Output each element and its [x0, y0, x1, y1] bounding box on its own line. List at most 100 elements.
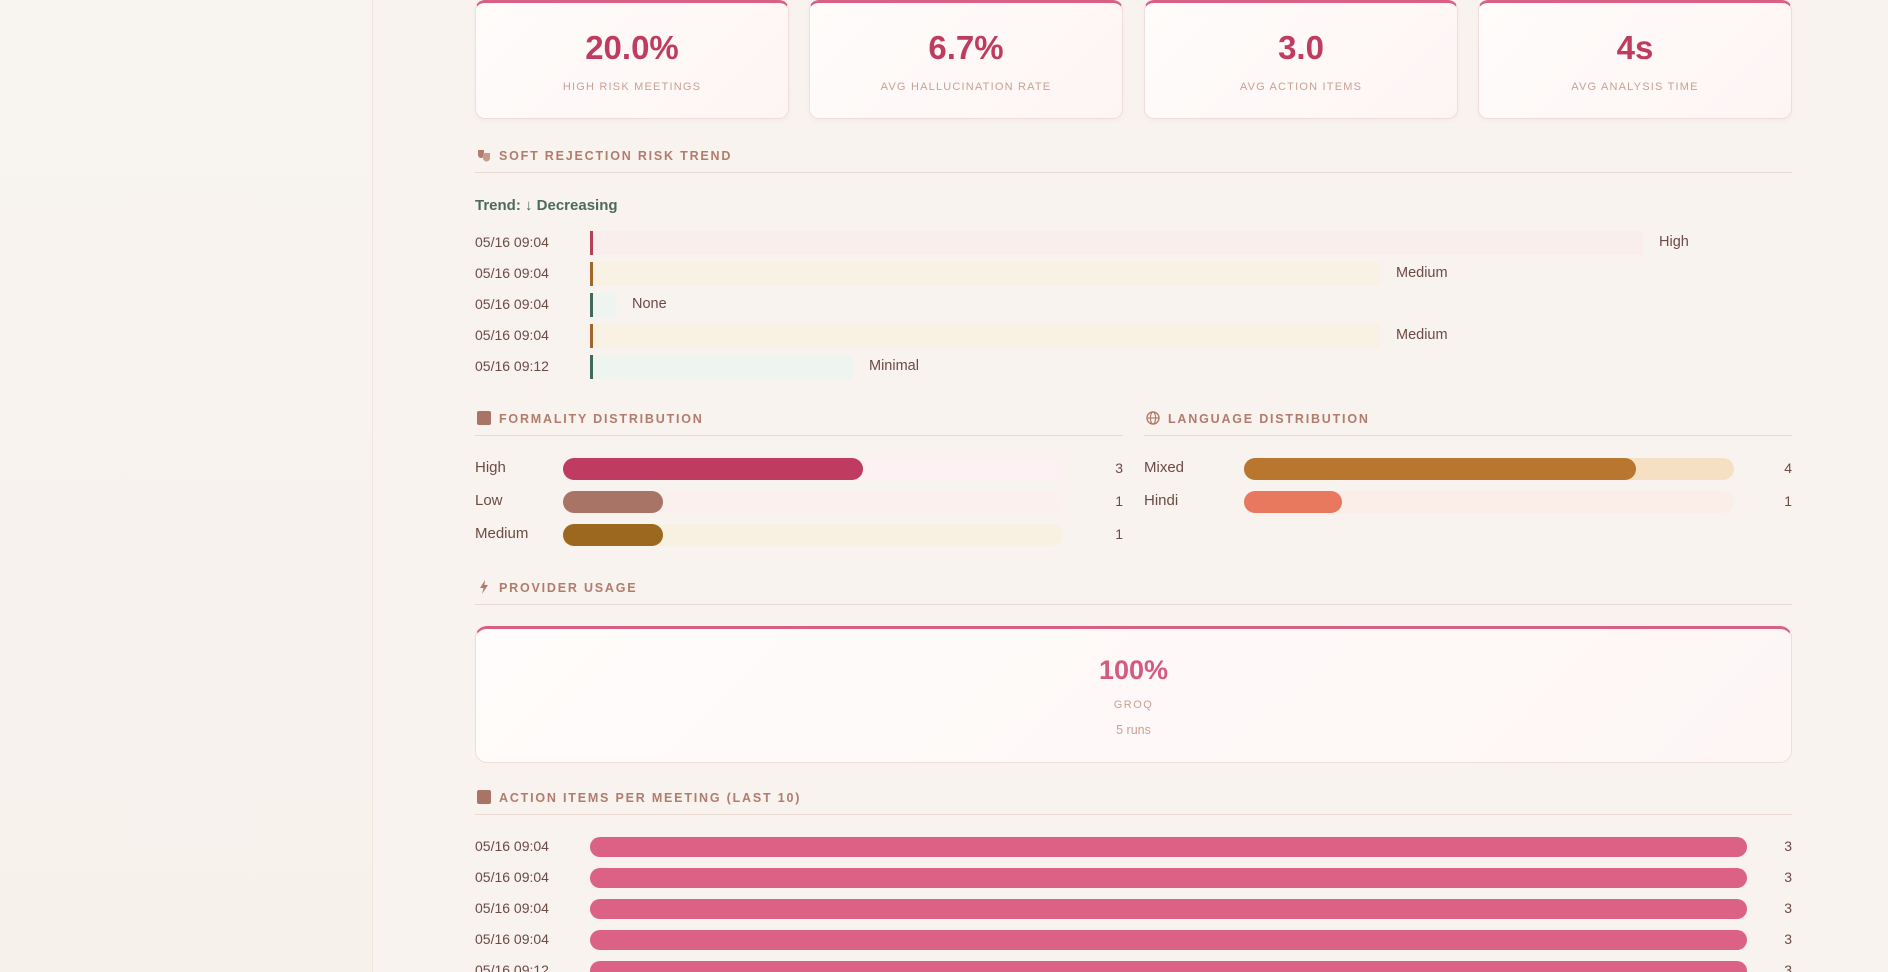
- dist-count: 4: [1784, 460, 1792, 476]
- dashboard-main: 20.0% HIGH RISK MEETINGS 6.7% AVG HALLUC…: [475, 0, 1792, 972]
- lightning-icon: [477, 580, 491, 594]
- trend-row: 05/16 09:04 None: [475, 292, 1792, 318]
- action-item-date: 05/16 09:12: [475, 962, 549, 972]
- trend-level: High: [1659, 234, 1689, 250]
- section-header-soft-rejection: SOFT REJECTION RISK TREND: [475, 143, 1792, 173]
- stat-card-analysis-time: 4s AVG ANALYSIS TIME: [1478, 0, 1792, 119]
- section-header-formality: FORMALITY DISTRIBUTION: [475, 406, 1123, 436]
- formality-row: Low 1: [475, 490, 1123, 514]
- section-header-language: LANGUAGE DISTRIBUTION: [1144, 406, 1792, 436]
- dist-count: 1: [1115, 493, 1123, 509]
- dist-bar: [1244, 458, 1636, 480]
- formality-row: Medium 1: [475, 523, 1123, 547]
- trend-level: Medium: [1396, 265, 1448, 281]
- provider-name: GROQ: [1113, 699, 1154, 711]
- dist-bar: [563, 491, 663, 513]
- dist-label: Low: [475, 492, 503, 509]
- provider-runs: 5 runs: [1116, 723, 1151, 737]
- trend-level: Minimal: [869, 358, 919, 374]
- stat-value: 4s: [1616, 29, 1654, 66]
- trend-level: Medium: [1396, 327, 1448, 343]
- action-item-date: 05/16 09:04: [475, 869, 549, 885]
- trend-bar: [590, 231, 1643, 255]
- dist-label: High: [475, 459, 506, 476]
- action-item-count: 3: [1784, 931, 1792, 947]
- trend-date: 05/16 09:04: [475, 234, 549, 250]
- section-header-action-items: ACTION ITEMS PER MEETING (LAST 10): [475, 785, 1792, 815]
- trend-row: 05/16 09:04 Medium: [475, 323, 1792, 349]
- trend-row: 05/16 09:04 Medium: [475, 261, 1792, 287]
- dist-track: [1244, 491, 1734, 513]
- square-icon: [477, 790, 491, 804]
- section-title: LANGUAGE DISTRIBUTION: [1168, 412, 1370, 426]
- trend-date: 05/16 09:04: [475, 327, 549, 343]
- stat-value: 3.0: [1278, 29, 1324, 66]
- action-item-count: 3: [1784, 869, 1792, 885]
- action-item-row: 05/16 09:04 3: [475, 865, 1792, 891]
- action-item-date: 05/16 09:04: [475, 900, 549, 916]
- sidebar: [0, 0, 373, 972]
- stat-label: HIGH RISK MEETINGS: [562, 81, 702, 93]
- action-item-row: 05/16 09:04 3: [475, 896, 1792, 922]
- action-item-count: 3: [1784, 962, 1792, 972]
- action-item-bar: [590, 837, 1747, 857]
- dist-track: [563, 458, 1063, 480]
- dist-track: [1244, 458, 1734, 480]
- action-item-date: 05/16 09:04: [475, 931, 549, 947]
- action-item-bar: [590, 930, 1747, 950]
- dist-count: 1: [1115, 526, 1123, 542]
- stat-card-high-risk: 20.0% HIGH RISK MEETINGS: [475, 0, 789, 119]
- stat-value: 20.0%: [585, 29, 679, 66]
- dist-label: Hindi: [1144, 492, 1179, 509]
- stat-label: AVG HALLUCINATION RATE: [880, 81, 1052, 93]
- section-title: PROVIDER USAGE: [499, 581, 638, 595]
- dist-bar: [563, 524, 663, 546]
- action-item-bar: [590, 899, 1747, 919]
- provider-percent: 100%: [1098, 655, 1169, 685]
- language-row: Mixed 4: [1144, 457, 1792, 481]
- trend-row: 05/16 09:04 High: [475, 230, 1792, 256]
- trend-date: 05/16 09:04: [475, 296, 549, 312]
- action-item-bar: [590, 961, 1747, 972]
- globe-icon: [1146, 411, 1160, 425]
- section-header-provider: PROVIDER USAGE: [475, 575, 1792, 605]
- dist-track: [563, 491, 1063, 513]
- dist-label: Medium: [475, 525, 529, 542]
- dist-count: 3: [1115, 460, 1123, 476]
- language-row: Hindi 1: [1144, 490, 1792, 514]
- action-item-count: 3: [1784, 838, 1792, 854]
- stat-value: 6.7%: [928, 29, 1004, 66]
- action-item-date: 05/16 09:04: [475, 838, 549, 854]
- action-item-row: 05/16 09:12 3: [475, 958, 1792, 972]
- trend-bar: [590, 262, 1380, 286]
- trend-bar: [590, 324, 1380, 348]
- trend-bar: [590, 355, 853, 379]
- theater-masks-icon: [477, 148, 491, 162]
- action-item-row: 05/16 09:04 3: [475, 834, 1792, 860]
- action-item-count: 3: [1784, 900, 1792, 916]
- stat-card-hallucination: 6.7% AVG HALLUCINATION RATE: [809, 0, 1123, 119]
- dist-bar: [563, 458, 863, 480]
- stat-label: AVG ACTION ITEMS: [1239, 81, 1363, 93]
- dist-label: Mixed: [1144, 459, 1185, 476]
- dist-count: 1: [1784, 493, 1792, 509]
- trend-level: None: [632, 296, 667, 312]
- stat-label: AVG ANALYSIS TIME: [1571, 81, 1699, 93]
- trend-row: 05/16 09:12 Minimal: [475, 354, 1792, 380]
- action-item-bar: [590, 868, 1747, 888]
- action-item-row: 05/16 09:04 3: [475, 927, 1792, 953]
- section-title: SOFT REJECTION RISK TREND: [499, 149, 733, 163]
- trend-date: 05/16 09:04: [475, 265, 549, 281]
- trend-date: 05/16 09:12: [475, 358, 549, 374]
- dist-bar: [1244, 491, 1342, 513]
- stat-cards: 20.0% HIGH RISK MEETINGS 6.7% AVG HALLUC…: [475, 0, 1792, 119]
- section-title: ACTION ITEMS PER MEETING (LAST 10): [499, 791, 802, 805]
- stat-card-action-items: 3.0 AVG ACTION ITEMS: [1144, 0, 1458, 119]
- formality-row: High 3: [475, 457, 1123, 481]
- provider-card: 100% GROQ 5 runs: [475, 626, 1792, 763]
- trend-label: Trend: ↓ Decreasing: [475, 197, 618, 214]
- section-title: FORMALITY DISTRIBUTION: [499, 412, 704, 426]
- dist-track: [563, 524, 1063, 546]
- trend-bar: [590, 293, 616, 317]
- square-icon: [477, 411, 491, 425]
